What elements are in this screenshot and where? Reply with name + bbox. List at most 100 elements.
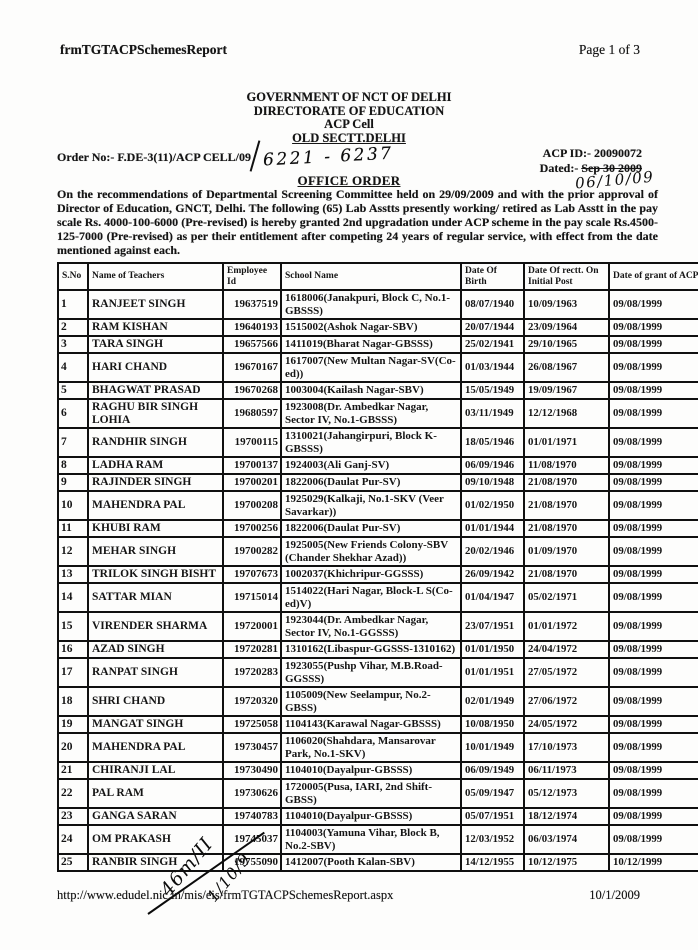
- cell-date-of-birth: 03/11/1949: [460, 398, 525, 429]
- cell-date-of-birth: 05/07/1951: [460, 807, 525, 826]
- cell-sno: 13: [57, 565, 89, 584]
- cell-date-of-birth: 01/04/1947: [460, 582, 525, 613]
- cell-date-rectt: 29/10/1965: [523, 335, 610, 354]
- table-row: 22 PAL RAM 19730626 1720005(Pusa, IARI, …: [57, 778, 698, 809]
- cell-date-grant: 09/08/1999: [608, 381, 698, 400]
- cell-date-grant: 09/08/1999: [608, 536, 698, 567]
- cell-date-rectt: 19/09/1967: [523, 381, 610, 400]
- cell-school-name: 1822006(Daulat Pur-SV): [280, 473, 462, 492]
- cell-date-of-birth: 25/02/1941: [460, 335, 525, 354]
- cell-employee-id: 19730490: [222, 761, 282, 780]
- cell-sno: 21: [57, 761, 89, 780]
- cell-sno: 1: [57, 289, 89, 320]
- cell-date-rectt: 10/12/1975: [523, 853, 610, 872]
- cell-school-name: 1104010(Dayalpur-GBSSS): [280, 807, 462, 826]
- cell-sno: 18: [57, 686, 89, 717]
- report-title: frmTGTACPSchemesReport: [60, 42, 227, 57]
- cell-school-name: 1923044(Dr. Ambedkar Nagar, Sector IV, N…: [280, 611, 462, 642]
- cell-date-of-birth: 06/09/1946: [460, 456, 525, 475]
- cell-teacher-name: GANGA SARAN: [87, 807, 224, 826]
- table-row: 24 OM PRAKASH 19745037 1104003(Yamuna Vi…: [57, 824, 698, 855]
- letterhead-government-line: GOVERNMENT OF NCT OF DELHI: [246, 90, 452, 104]
- cell-date-grant: 09/08/1999: [608, 732, 698, 763]
- table-row: 10 MAHENDRA PAL 19700208 1925029(Kalkaji…: [57, 490, 698, 521]
- letterhead-directorate-line: DIRECTORATE OF EDUCATION: [253, 103, 445, 118]
- cell-date-of-birth: 26/09/1942: [460, 565, 525, 584]
- cell-date-grant: 09/08/1999: [608, 456, 698, 475]
- cell-date-of-birth: 23/07/1951: [460, 611, 525, 642]
- col-header-school-name: School Name: [280, 262, 462, 291]
- cell-teacher-name: SATTAR MIAN: [87, 582, 224, 613]
- cell-employee-id: 19670268: [222, 381, 282, 400]
- cell-sno: 6: [57, 398, 89, 429]
- cell-date-grant: 09/08/1999: [608, 427, 698, 458]
- cell-date-rectt: 21/08/1970: [523, 490, 610, 521]
- cell-employee-id: 19740783: [222, 807, 282, 826]
- cell-date-rectt: 21/08/1970: [523, 473, 610, 492]
- col-header-date-of-birth: Date Of Birth: [460, 262, 525, 291]
- cell-sno: 5: [57, 381, 89, 400]
- cell-date-rectt: 18/12/1974: [523, 807, 610, 826]
- cell-date-grant: 09/08/1999: [608, 318, 698, 337]
- cell-employee-id: 19720320: [222, 686, 282, 717]
- cell-teacher-name: MANGAT SINGH: [87, 715, 224, 734]
- cell-date-rectt: 05/12/1973: [523, 778, 610, 809]
- cell-date-of-birth: 12/03/1952: [460, 824, 525, 855]
- cell-teacher-name: RANJEET SINGH: [87, 289, 224, 320]
- cell-employee-id: 19720001: [222, 611, 282, 642]
- cell-school-name: 1411019(Bharat Nagar-GBSSS): [280, 335, 462, 354]
- cell-date-of-birth: 01/01/1950: [460, 640, 525, 659]
- cell-teacher-name: TRILOK SINGH BISHT: [87, 565, 224, 584]
- table-row: 15 VIRENDER SHARMA 19720001 1923044(Dr. …: [57, 611, 698, 642]
- page-indicator: Page 1 of 3: [578, 42, 640, 57]
- cell-date-grant: 09/08/1999: [608, 490, 698, 521]
- table-row: 1 RANJEET SINGH 19637519 1618006(Janakpu…: [57, 289, 698, 320]
- cell-school-name: 1002037(Khichripur-GGSSS): [280, 565, 462, 584]
- cell-date-of-birth: 10/01/1949: [460, 732, 525, 763]
- cell-teacher-name: RAJINDER SINGH: [87, 473, 224, 492]
- cell-date-of-birth: 01/01/1944: [460, 519, 525, 538]
- cell-sno: 10: [57, 490, 89, 521]
- cell-date-rectt: 01/01/1971: [523, 427, 610, 458]
- cell-school-name: 1104143(Karawal Nagar-GBSSS): [280, 715, 462, 734]
- cell-date-grant: 09/08/1999: [608, 582, 698, 613]
- cell-teacher-name: MAHENDRA PAL: [87, 732, 224, 763]
- table-row: 14 SATTAR MIAN 19715014 1514022(Hari Nag…: [57, 582, 698, 613]
- cell-sno: 2: [57, 318, 89, 337]
- cell-school-name: 1618006(Janakpuri, Block C, No.1-GBSSS): [280, 289, 462, 320]
- letterhead: GOVERNMENT OF NCT OF DELHI DIRECTORATE O…: [0, 90, 698, 145]
- cell-teacher-name: TARA SINGH: [87, 335, 224, 354]
- cell-employee-id: 19700256: [222, 519, 282, 538]
- cell-teacher-name: SHRI CHAND: [87, 686, 224, 717]
- cell-school-name: 1106020(Shahdara, Mansarovar Park, No.1-…: [280, 732, 462, 763]
- cell-date-of-birth: 09/10/1948: [460, 473, 525, 492]
- cell-teacher-name: OM PRAKASH: [87, 824, 224, 855]
- cell-date-rectt: 24/05/1972: [523, 715, 610, 734]
- cell-sno: 16: [57, 640, 89, 659]
- cell-school-name: 1003004(Kailash Nagar-SBV): [280, 381, 462, 400]
- cell-sno: 7: [57, 427, 89, 458]
- cell-teacher-name: RANBIR SINGH: [87, 853, 224, 872]
- cell-date-rectt: 23/09/1964: [523, 318, 610, 337]
- cell-employee-id: 19670167: [222, 352, 282, 383]
- cell-date-of-birth: 10/08/1950: [460, 715, 525, 734]
- cell-date-of-birth: 08/07/1940: [460, 289, 525, 320]
- acp-table-container: S.No Name of Teachers Employee Id School…: [57, 262, 698, 872]
- table-row: 6 RAGHU BIR SINGH LOHIA 19680597 1923008…: [57, 398, 698, 429]
- dated-value-struck: Sep 30 2009: [581, 161, 642, 175]
- cell-employee-id: 19700201: [222, 473, 282, 492]
- cell-date-of-birth: 20/07/1944: [460, 318, 525, 337]
- cell-employee-id: 19700137: [222, 456, 282, 475]
- col-header-date-rectt: Date Of rectt. On Initial Post: [523, 262, 610, 291]
- cell-sno: 15: [57, 611, 89, 642]
- cell-school-name: 1924003(Ali Ganj-SV): [280, 456, 462, 475]
- cell-date-rectt: 26/08/1967: [523, 352, 610, 383]
- footer-url: http://www.edudel.nic.in/mis/eis/frmTGTA…: [57, 888, 394, 902]
- cell-employee-id: 19657566: [222, 335, 282, 354]
- cell-date-of-birth: 18/05/1946: [460, 427, 525, 458]
- cell-school-name: 1310162(Libaspur-GGSSS-1310162): [280, 640, 462, 659]
- cell-date-grant: 09/08/1999: [608, 761, 698, 780]
- cell-teacher-name: BHAGWAT PRASAD: [87, 381, 224, 400]
- cell-date-rectt: 27/05/1972: [523, 657, 610, 688]
